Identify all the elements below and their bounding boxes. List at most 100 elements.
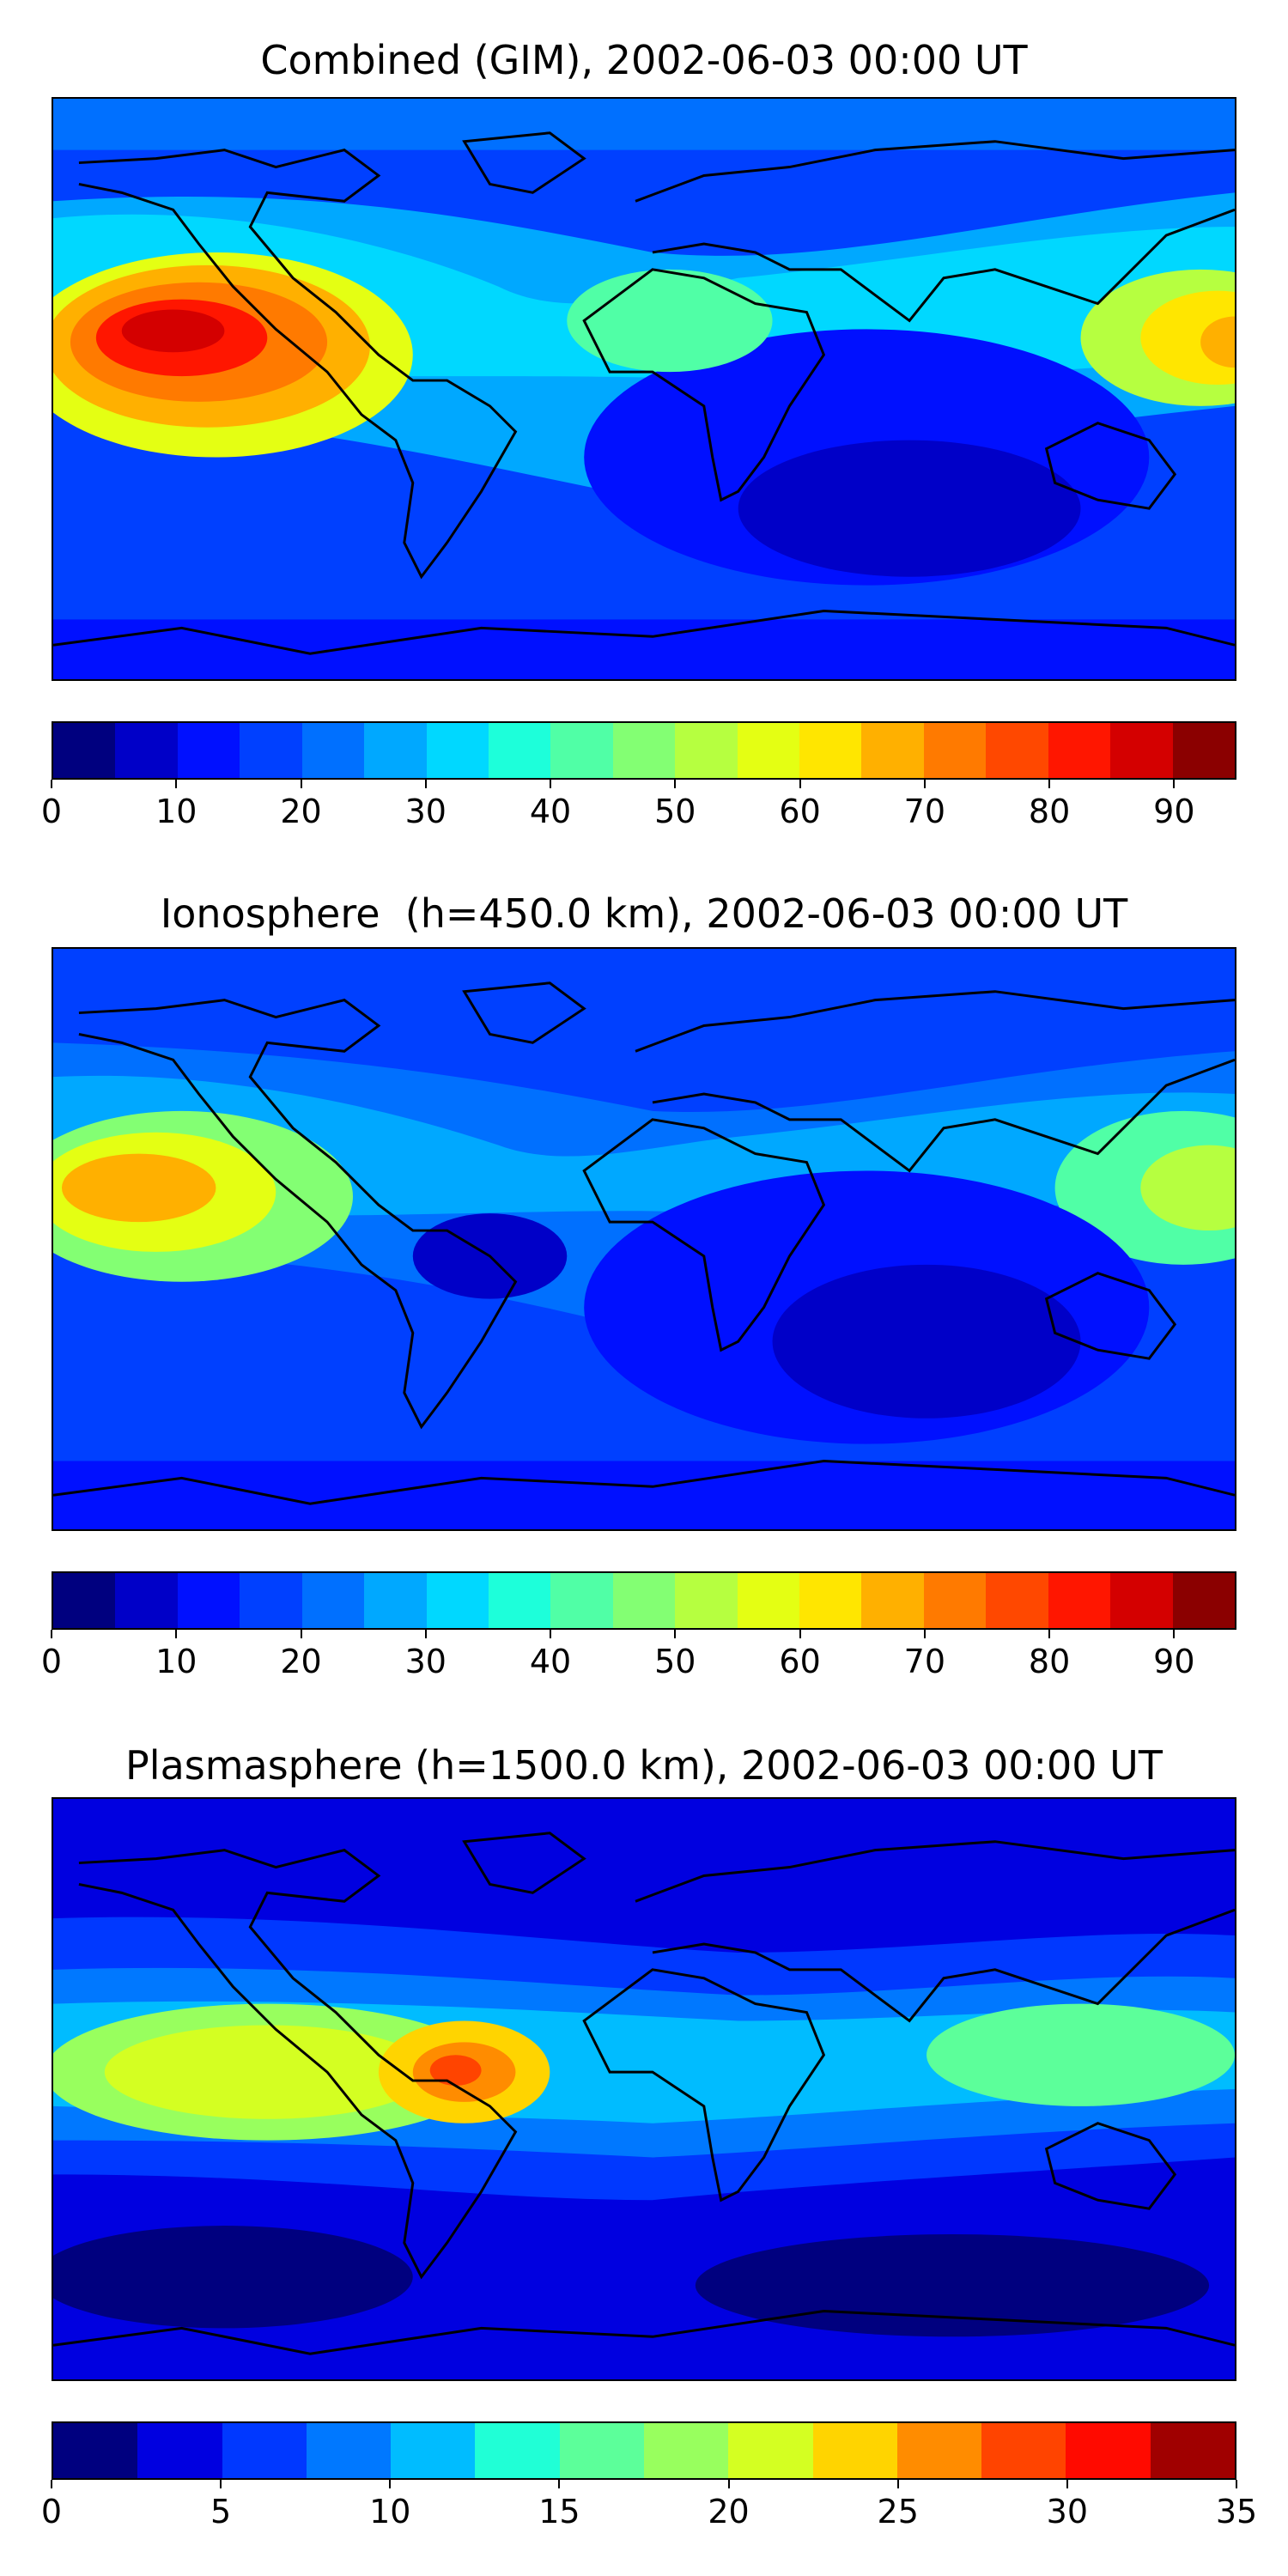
colorbar-tick-label: 50 (654, 1643, 696, 1680)
panel-3-colorbar (52, 2421, 1236, 2480)
colorbar-segment (301, 723, 365, 778)
colorbar-tick (1066, 2480, 1068, 2488)
colorbar-tick (923, 780, 926, 788)
colorbar-tick (424, 780, 427, 788)
panel-2-colorbar (52, 1571, 1236, 1630)
colorbar-segment (861, 1573, 924, 1628)
colorbar-tick (799, 1630, 801, 1638)
colorbar-segment (923, 723, 987, 778)
colorbar-tick (51, 2480, 52, 2488)
colorbar-segment (728, 2423, 813, 2478)
panel-2-colorbar-ticks: 0 10 20 30 40 50 60 70 80 90 (41, 1630, 1236, 1681)
colorbar-tick-label: 90 (1153, 793, 1195, 830)
panel-2-title: Ionosphere (h=450.0 km), 2002-06-03 00:0… (160, 890, 1128, 937)
colorbar-segment (550, 723, 613, 778)
colorbar-segment (812, 2423, 897, 2478)
colorbar-tick-label: 80 (1028, 793, 1071, 830)
colorbar-segment (488, 1573, 551, 1628)
colorbar-tick (175, 1630, 178, 1638)
colorbar-tick (1048, 1630, 1051, 1638)
colorbar-segment (364, 723, 427, 778)
colorbar-segment (306, 2423, 392, 2478)
colorbar-tick-label: 40 (529, 1643, 572, 1680)
panel-3-map (52, 1797, 1236, 2381)
colorbar-tick-label: 20 (280, 793, 322, 830)
colorbar-segment (137, 2423, 222, 2478)
colorbar-tick-label: 0 (40, 793, 63, 830)
colorbar-segment (240, 1573, 302, 1628)
colorbar-segment (675, 723, 738, 778)
colorbar-tick-label: 25 (877, 2493, 919, 2530)
colorbar-segment (643, 2423, 729, 2478)
colorbar-tick-label: 50 (654, 793, 696, 830)
colorbar-segment (426, 1573, 489, 1628)
colorbar-segment (737, 723, 800, 778)
colorbar-segment (1172, 1573, 1236, 1628)
colorbar-tick-label: 5 (210, 2493, 232, 2530)
colorbar-tick-label: 10 (155, 793, 197, 830)
colorbar-tick (674, 1630, 677, 1638)
colorbar-tick (1236, 2480, 1237, 2488)
colorbar-segment (861, 723, 924, 778)
colorbar-tick (727, 2480, 730, 2488)
colorbar-segment (115, 723, 178, 778)
colorbar-segment (986, 1573, 1048, 1628)
world-map-plasmasphere (53, 1799, 1235, 2379)
colorbar-segment (981, 2423, 1066, 2478)
colorbar-segment (923, 1573, 987, 1628)
colorbar-segment (799, 1573, 862, 1628)
colorbar-segment (799, 723, 862, 778)
colorbar-segment (222, 2423, 307, 2478)
colorbar-tick (550, 1630, 552, 1638)
colorbar-tick-label: 20 (280, 1643, 322, 1680)
colorbar-segment (1172, 723, 1236, 778)
colorbar-segment (240, 723, 302, 778)
panel-3-colorbar-ticks: 0 5 10 15 20 25 30 35 (41, 2480, 1257, 2531)
colorbar-tick (300, 780, 302, 788)
colorbar-tick-label: 80 (1028, 1643, 1071, 1680)
colorbar-segment (115, 1573, 178, 1628)
colorbar-segment (1048, 723, 1111, 778)
colorbar-tick (558, 2480, 561, 2488)
colorbar-segment (301, 1573, 365, 1628)
colorbar-segment (53, 1573, 116, 1628)
colorbar-segment (1048, 1573, 1111, 1628)
colorbar-segment (550, 1573, 613, 1628)
colorbar-segment (364, 1573, 427, 1628)
colorbar-segment (1110, 1573, 1173, 1628)
colorbar-tick-label: 30 (404, 1643, 447, 1680)
colorbar-segment (737, 1573, 800, 1628)
colorbar-tick (51, 1630, 52, 1638)
colorbar-segment (1150, 2423, 1235, 2478)
colorbar-segment (53, 2423, 138, 2478)
colorbar-tick-label: 35 (1215, 2493, 1258, 2530)
colorbar-tick-label: 60 (779, 793, 821, 830)
colorbar-segment (986, 723, 1048, 778)
colorbar-tick-label: 15 (538, 2493, 580, 2530)
colorbar-segment (488, 723, 551, 778)
colorbar-tick (389, 2480, 392, 2488)
colorbar-segment (612, 723, 676, 778)
colorbar-tick-label: 30 (404, 793, 447, 830)
colorbar-tick (674, 780, 677, 788)
colorbar-tick (799, 780, 801, 788)
colorbar-tick (896, 2480, 899, 2488)
colorbar-tick (300, 1630, 302, 1638)
colorbar-tick-label: 10 (369, 2493, 411, 2530)
colorbar-tick-label: 90 (1153, 1643, 1195, 1680)
colorbar-tick-label: 30 (1046, 2493, 1089, 2530)
colorbar-tick-label: 10 (155, 1643, 197, 1680)
colorbar-tick (51, 780, 52, 788)
colorbar-segment (896, 2423, 982, 2478)
world-map-ionosphere (53, 949, 1235, 1529)
colorbar-segment (53, 723, 116, 778)
colorbar-segment (559, 2423, 644, 2478)
colorbar-tick (220, 2480, 222, 2488)
colorbar-tick (550, 780, 552, 788)
colorbar-segment (177, 1573, 240, 1628)
colorbar-tick-label: 60 (779, 1643, 821, 1680)
panel-1-colorbar-ticks: 0 10 20 30 40 50 60 70 80 90 (41, 780, 1236, 831)
colorbar-tick (1048, 780, 1051, 788)
colorbar-tick-label: 20 (708, 2493, 750, 2530)
colorbar-tick (424, 1630, 427, 1638)
